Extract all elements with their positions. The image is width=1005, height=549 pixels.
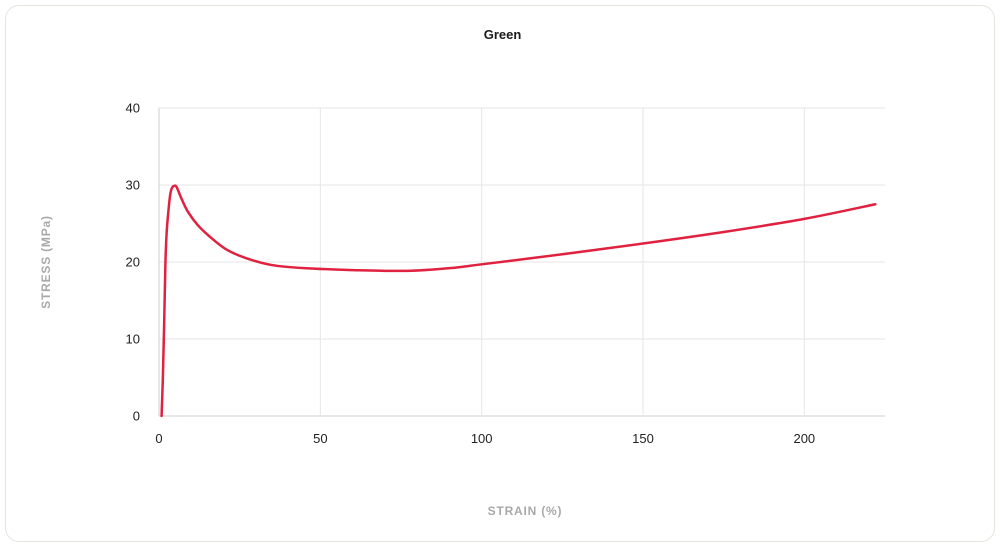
y-tick-label: 40: [126, 101, 140, 116]
x-tick-label: 100: [471, 431, 493, 446]
y-tick-label: 0: [133, 409, 140, 424]
y-tick-label: 30: [126, 178, 140, 193]
x-tick-label: 50: [313, 431, 327, 446]
x-tick-label: 200: [793, 431, 815, 446]
chart-card: [5, 5, 995, 542]
y-axis-label: STRESS (MPa): [39, 215, 53, 309]
chart-title: Green: [483, 27, 522, 42]
x-tick-label: 150: [632, 431, 654, 446]
y-tick-label: 20: [126, 255, 140, 270]
x-axis-label: STRAIN (%): [487, 504, 563, 518]
x-tick-label: 0: [155, 431, 162, 446]
y-tick-label: 10: [126, 332, 140, 347]
series-line: [160, 184, 877, 418]
